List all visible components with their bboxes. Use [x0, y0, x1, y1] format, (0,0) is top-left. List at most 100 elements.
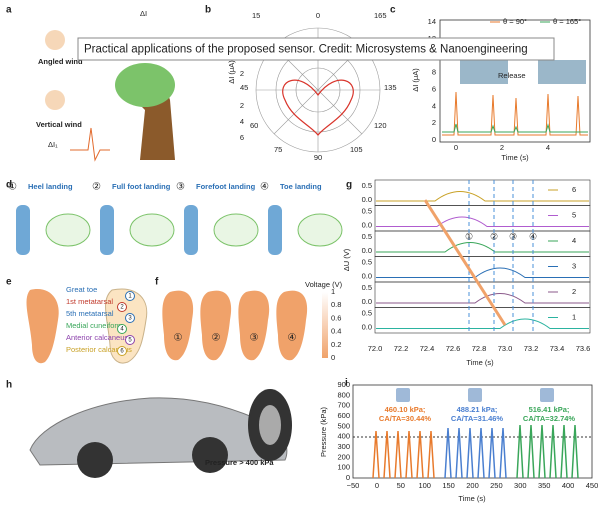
region-dot	[117, 302, 127, 312]
rim	[259, 405, 281, 445]
foot-number: ②	[212, 333, 221, 344]
y-tick-label: 200	[337, 452, 350, 461]
x-tick-label: 72.8	[472, 344, 487, 353]
x-tick-label: 4	[546, 143, 550, 152]
walker	[16, 205, 30, 255]
angle-label: 45	[240, 83, 248, 92]
foot-map	[238, 290, 270, 361]
y-tick-label: 0	[346, 473, 350, 482]
y-tick-label: 0.5	[362, 283, 372, 292]
y-tick-label: 8	[432, 68, 436, 77]
step-text: Forefoot landing	[196, 182, 256, 191]
row-frame	[374, 179, 591, 206]
foot-number: ③	[250, 333, 259, 344]
row-frame	[374, 256, 591, 283]
angled-wind: Angled wind	[38, 57, 83, 66]
legend-entry: 2	[572, 287, 576, 296]
y-tick-label: 500	[337, 421, 350, 430]
pressure-label: Pressure > 400 kPa	[205, 458, 274, 467]
panel-label: g	[346, 180, 352, 191]
angle-label: 165	[374, 11, 387, 20]
step-number: ④	[260, 182, 269, 193]
y-tick-label: 900	[337, 380, 350, 389]
pressure-peak	[444, 427, 452, 479]
x-tick-label: 400	[562, 481, 575, 490]
angle-label: 15	[252, 11, 260, 20]
foot-shape	[26, 289, 59, 364]
x-tick-label: 100	[418, 481, 431, 490]
pressure-peak	[455, 427, 463, 479]
colorbar-label: Voltage (V)	[305, 280, 343, 289]
y-tick-label: 700	[337, 401, 350, 410]
angle-label: 120	[374, 121, 387, 130]
legend-entry: 5	[572, 210, 576, 219]
pressure-peak	[466, 427, 474, 479]
pressure-peak	[477, 427, 485, 479]
x-tick-label: 73.0	[498, 344, 513, 353]
colorbar-tick: 1	[331, 287, 335, 296]
step-number: ③	[176, 182, 185, 193]
angle-label: 0	[316, 11, 320, 20]
y-axis-label: Pressure (kPa)	[319, 406, 328, 457]
row-frame	[374, 281, 591, 308]
panel-label: f	[155, 277, 159, 288]
region-number: 2	[120, 305, 124, 311]
release-label: Release	[498, 71, 526, 80]
annotation-pressure: 460.10 kPa;	[385, 405, 426, 414]
region-label: 1st metatarsal	[66, 297, 113, 306]
wheel	[77, 442, 113, 478]
walker	[268, 205, 282, 255]
row-signal	[376, 242, 589, 253]
x-tick-label: 73.4	[550, 344, 565, 353]
legend-entry: 4	[572, 236, 576, 245]
y-tick-label: 0.0	[362, 322, 372, 331]
step-number: ①	[8, 182, 17, 193]
signal	[442, 91, 588, 136]
event-marker: ③	[509, 231, 517, 241]
region-number: 3	[128, 316, 132, 322]
region-label: Great toe	[66, 285, 97, 294]
y-tick-label: 400	[337, 432, 350, 441]
colorbar-tick: 0.4	[331, 327, 341, 336]
pressure-peak	[516, 424, 524, 479]
pressure-peak	[394, 430, 402, 479]
y-tick-label: 600	[337, 411, 350, 420]
region-dot	[117, 346, 127, 356]
x-axis-label: Time (s)	[466, 358, 494, 367]
colorbar-tick: 0.6	[331, 313, 341, 322]
legend-entry: 3	[572, 261, 576, 270]
pressure-peak	[416, 430, 424, 479]
panel-label: d	[6, 180, 12, 191]
x-tick-label: 73.2	[524, 344, 539, 353]
pressure-peak	[571, 424, 579, 479]
angle-label: 135	[384, 83, 397, 92]
x-tick-label: 200	[466, 481, 479, 490]
y-tick-label: 0.5	[362, 206, 372, 215]
arrow	[423, 199, 507, 326]
vertical-wind: Vertical wind	[36, 120, 82, 129]
foot-number: ④	[288, 333, 297, 344]
seat-icon	[396, 388, 410, 402]
x-tick-label: 50	[397, 481, 405, 490]
tooltip-text: Practical applications of the proposed s…	[84, 44, 528, 56]
region-number: 1	[128, 294, 132, 300]
row-signal	[376, 267, 589, 278]
event-marker: ②	[490, 231, 498, 241]
x-tick-label: 0	[375, 481, 379, 490]
angle-label: 60	[250, 121, 258, 130]
region-label: Anterior calcaneus	[66, 333, 128, 342]
tree-leaves	[115, 63, 175, 107]
annotation-pressure: 516.41 kPa;	[529, 405, 570, 414]
colorbar-tick: 0	[331, 353, 335, 362]
row-signal	[376, 293, 589, 304]
pressure-peak	[527, 424, 535, 479]
tooltip-box	[77, 37, 555, 61]
seat-icon	[468, 388, 482, 402]
step-number: ②	[92, 182, 101, 193]
annotation-ratio: CA/TA=32.74%	[523, 414, 576, 423]
axis-label: ΔI (μA)	[227, 60, 236, 84]
y-tick-label: 0.5	[362, 308, 372, 317]
annotation-pressure: 488.21 kPa;	[457, 405, 498, 414]
y-tick-label: 0.0	[362, 246, 372, 255]
